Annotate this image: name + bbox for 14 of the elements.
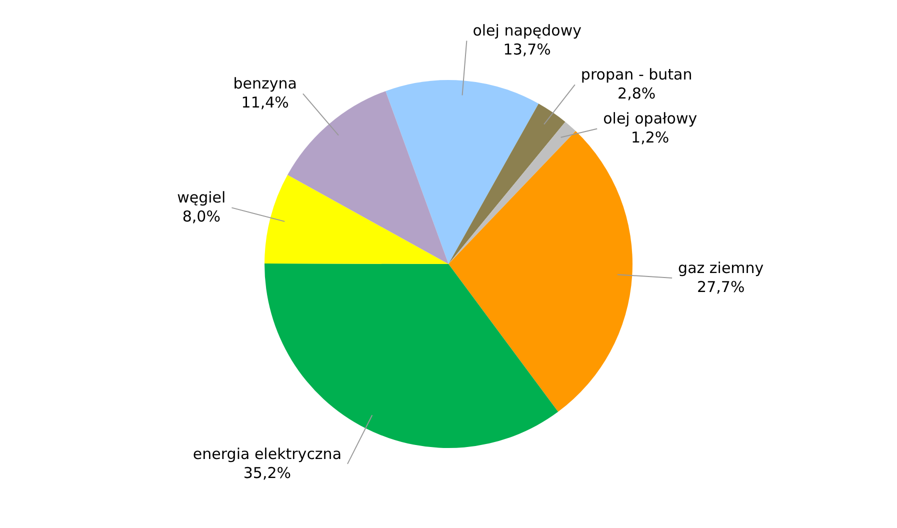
slice-label: olej napędowy — [472, 22, 582, 40]
data-label: 2,8% — [618, 84, 656, 103]
slice-label: benzyna — [233, 74, 297, 93]
data-label: 11,4% — [241, 94, 289, 112]
slice-label: gaz ziemny — [678, 258, 764, 277]
data-label: 27,7% — [697, 278, 745, 296]
data-label: 1,2% — [631, 128, 670, 147]
data-label: 35,2% — [243, 464, 292, 482]
slice-label: energia elektryczna — [192, 444, 342, 463]
slice-label: olej opałowy — [603, 110, 698, 128]
data-label: 8,0% — [182, 208, 220, 226]
slice-label: propan - butan — [580, 66, 692, 84]
data-label: 13,7% — [503, 40, 551, 59]
slice-label: węgiel — [177, 188, 226, 207]
